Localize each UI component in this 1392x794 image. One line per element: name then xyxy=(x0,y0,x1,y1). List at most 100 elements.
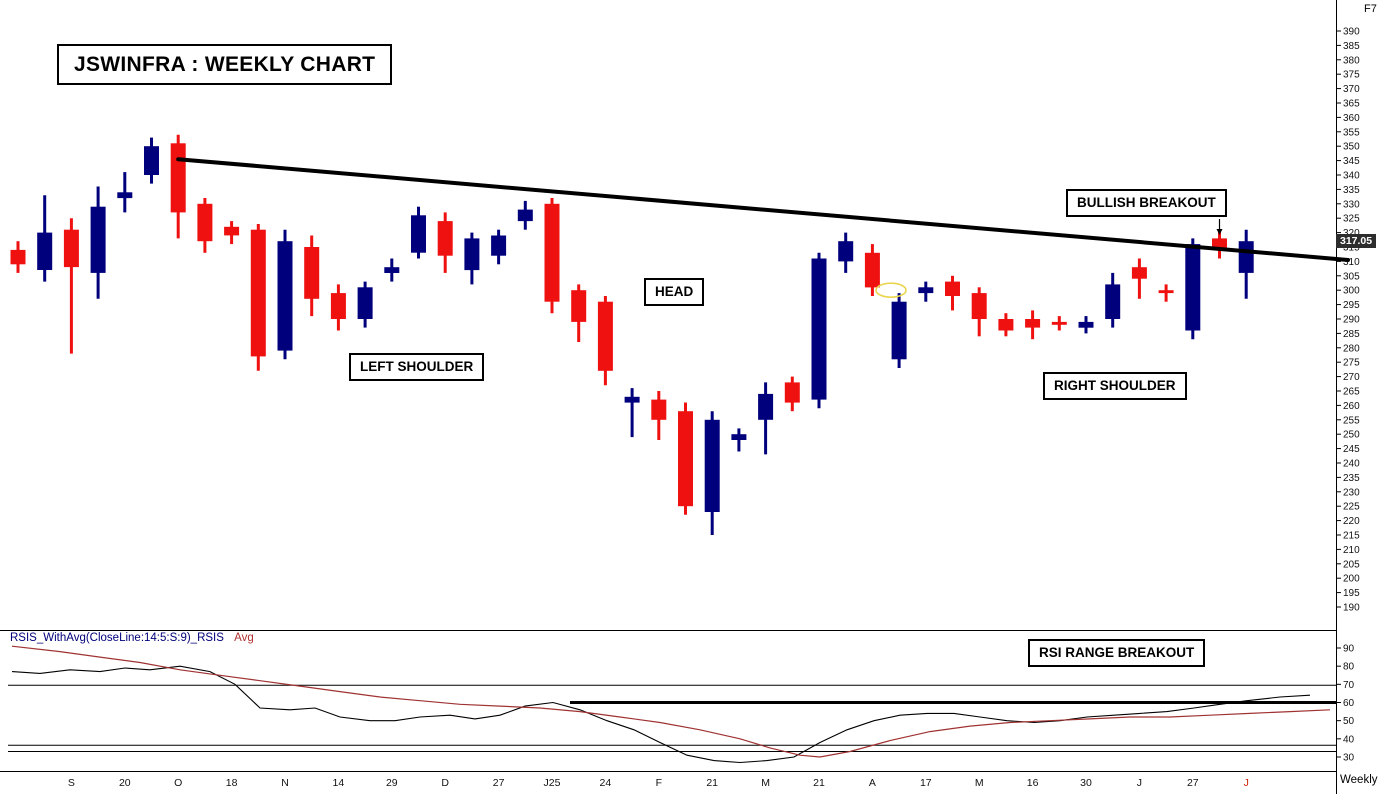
x-axis-label: 16 xyxy=(1027,777,1039,789)
candle-body xyxy=(224,226,240,236)
x-axis-label: 20 xyxy=(119,777,131,789)
price-tick-label: 240 xyxy=(1343,459,1360,470)
price-tick-label: 390 xyxy=(1343,27,1360,38)
candle-body xyxy=(758,393,774,420)
price-tick-label: 210 xyxy=(1343,545,1360,556)
x-axis-label: N xyxy=(281,777,289,789)
x-axis-label: 21 xyxy=(706,777,718,789)
candle-body xyxy=(1105,284,1121,319)
candle-body xyxy=(918,287,934,294)
price-tick-label: 355 xyxy=(1343,127,1360,138)
candle-body xyxy=(1212,238,1227,250)
price-tick-label: 365 xyxy=(1343,99,1360,110)
candle-body xyxy=(864,252,880,288)
candle-body xyxy=(250,229,266,357)
rsi-indicator-name: RSIS_WithAvg(CloseLine:14:5:S:9)_RSIS xyxy=(10,632,224,644)
candle-body xyxy=(411,215,426,253)
x-axis-label: 18 xyxy=(226,777,238,789)
candle-body xyxy=(277,241,293,351)
breakout-arrow-head-icon xyxy=(1216,229,1223,235)
candle-body xyxy=(838,241,854,262)
rsi-tick-label: 50 xyxy=(1343,716,1355,727)
price-tick-label: 275 xyxy=(1343,358,1360,369)
x-axis-label: 17 xyxy=(920,777,932,789)
price-tick-label: 295 xyxy=(1343,300,1360,311)
price-tick-label: 270 xyxy=(1343,372,1360,383)
candle-body xyxy=(464,238,480,271)
price-tick-label: 195 xyxy=(1343,588,1360,599)
price-tick-label: 280 xyxy=(1343,343,1360,354)
candle-body xyxy=(1078,321,1094,328)
candle-body xyxy=(784,382,800,403)
timeframe-label: Weekly xyxy=(1340,774,1378,786)
candle-body xyxy=(10,249,26,265)
annotation-bullish-breakout[interactable]: BULLISH BREAKOUT xyxy=(1066,189,1227,217)
annotation-head[interactable]: HEAD xyxy=(644,278,705,306)
price-tick-label: 205 xyxy=(1343,559,1360,570)
candle-body xyxy=(624,396,640,403)
annotation-left-shoulder[interactable]: LEFT SHOULDER xyxy=(349,353,485,381)
annotation-right-shoulder[interactable]: RIGHT SHOULDER xyxy=(1043,372,1187,400)
x-axis-label: M xyxy=(761,777,770,789)
candle-body xyxy=(1025,319,1041,328)
candle-body xyxy=(304,247,320,299)
candle-body xyxy=(63,229,79,268)
last-price-tag: 317.05 xyxy=(1336,234,1377,248)
chart-title-box[interactable]: JSWINFRA : WEEKLY CHART xyxy=(57,44,393,85)
x-axis-label: D xyxy=(441,777,449,789)
price-tick-label: 350 xyxy=(1343,142,1360,153)
price-tick-label: 225 xyxy=(1343,502,1360,513)
price-tick-label: 360 xyxy=(1343,113,1360,124)
price-tick-label: 345 xyxy=(1343,156,1360,167)
candle-body xyxy=(891,301,907,360)
x-axis-label: F xyxy=(656,777,662,789)
annotation-rsi-range-breakout[interactable]: RSI RANGE BREAKOUT xyxy=(1028,639,1206,667)
function-key-label: F7 xyxy=(1364,3,1377,15)
price-tick-label: 370 xyxy=(1343,84,1360,95)
price-tick-label: 310 xyxy=(1343,257,1360,268)
rsi-avg-line xyxy=(11,645,1331,758)
candle-body xyxy=(90,206,106,273)
price-tick-label: 250 xyxy=(1343,430,1360,441)
price-tick-label: 300 xyxy=(1343,286,1360,297)
candle-body xyxy=(1051,321,1067,325)
candle-body xyxy=(544,203,560,302)
candle-body xyxy=(144,146,159,175)
candle-body xyxy=(678,411,693,507)
rsi-tick-label: 40 xyxy=(1343,734,1355,745)
x-axis-label: J25 xyxy=(544,777,561,789)
candle-body xyxy=(998,319,1014,331)
candle-body xyxy=(1158,290,1174,294)
price-tick-label: 290 xyxy=(1343,315,1360,326)
x-axis-label: A xyxy=(869,777,876,789)
x-axis-label: 21 xyxy=(813,777,825,789)
resistance-trendline xyxy=(176,157,1350,262)
price-tick-label: 260 xyxy=(1343,401,1360,412)
price-tick-label: 190 xyxy=(1343,603,1360,614)
price-tick-label: 285 xyxy=(1343,329,1360,340)
x-axis-label: S xyxy=(68,777,75,789)
rsi-indicator-label[interactable]: RSIS_WithAvg(CloseLine:14:5:S:9)_RSIS Av… xyxy=(10,632,254,644)
price-tick-label: 245 xyxy=(1343,444,1360,455)
candle-body xyxy=(330,293,346,319)
candle-body xyxy=(37,232,53,270)
candle-body xyxy=(1238,241,1254,273)
highlight-ellipse xyxy=(875,282,907,299)
price-tick-label: 320 xyxy=(1343,228,1360,239)
x-axis-label: 24 xyxy=(600,777,612,789)
price-tick-label: 200 xyxy=(1343,574,1360,585)
candle-body xyxy=(651,399,667,420)
price-tick-label: 385 xyxy=(1343,41,1360,52)
x-axis-label: J xyxy=(1137,777,1142,789)
candle-body xyxy=(491,235,507,256)
candle-body xyxy=(517,209,533,222)
candle-body xyxy=(971,293,987,319)
candle-body xyxy=(437,221,453,256)
price-tick-label: 235 xyxy=(1343,473,1360,484)
x-axis-label: 29 xyxy=(386,777,398,789)
candle-body xyxy=(197,203,213,242)
candle-body xyxy=(1185,244,1201,331)
x-axis-label: M xyxy=(975,777,984,789)
price-tick-label: 340 xyxy=(1343,171,1360,182)
